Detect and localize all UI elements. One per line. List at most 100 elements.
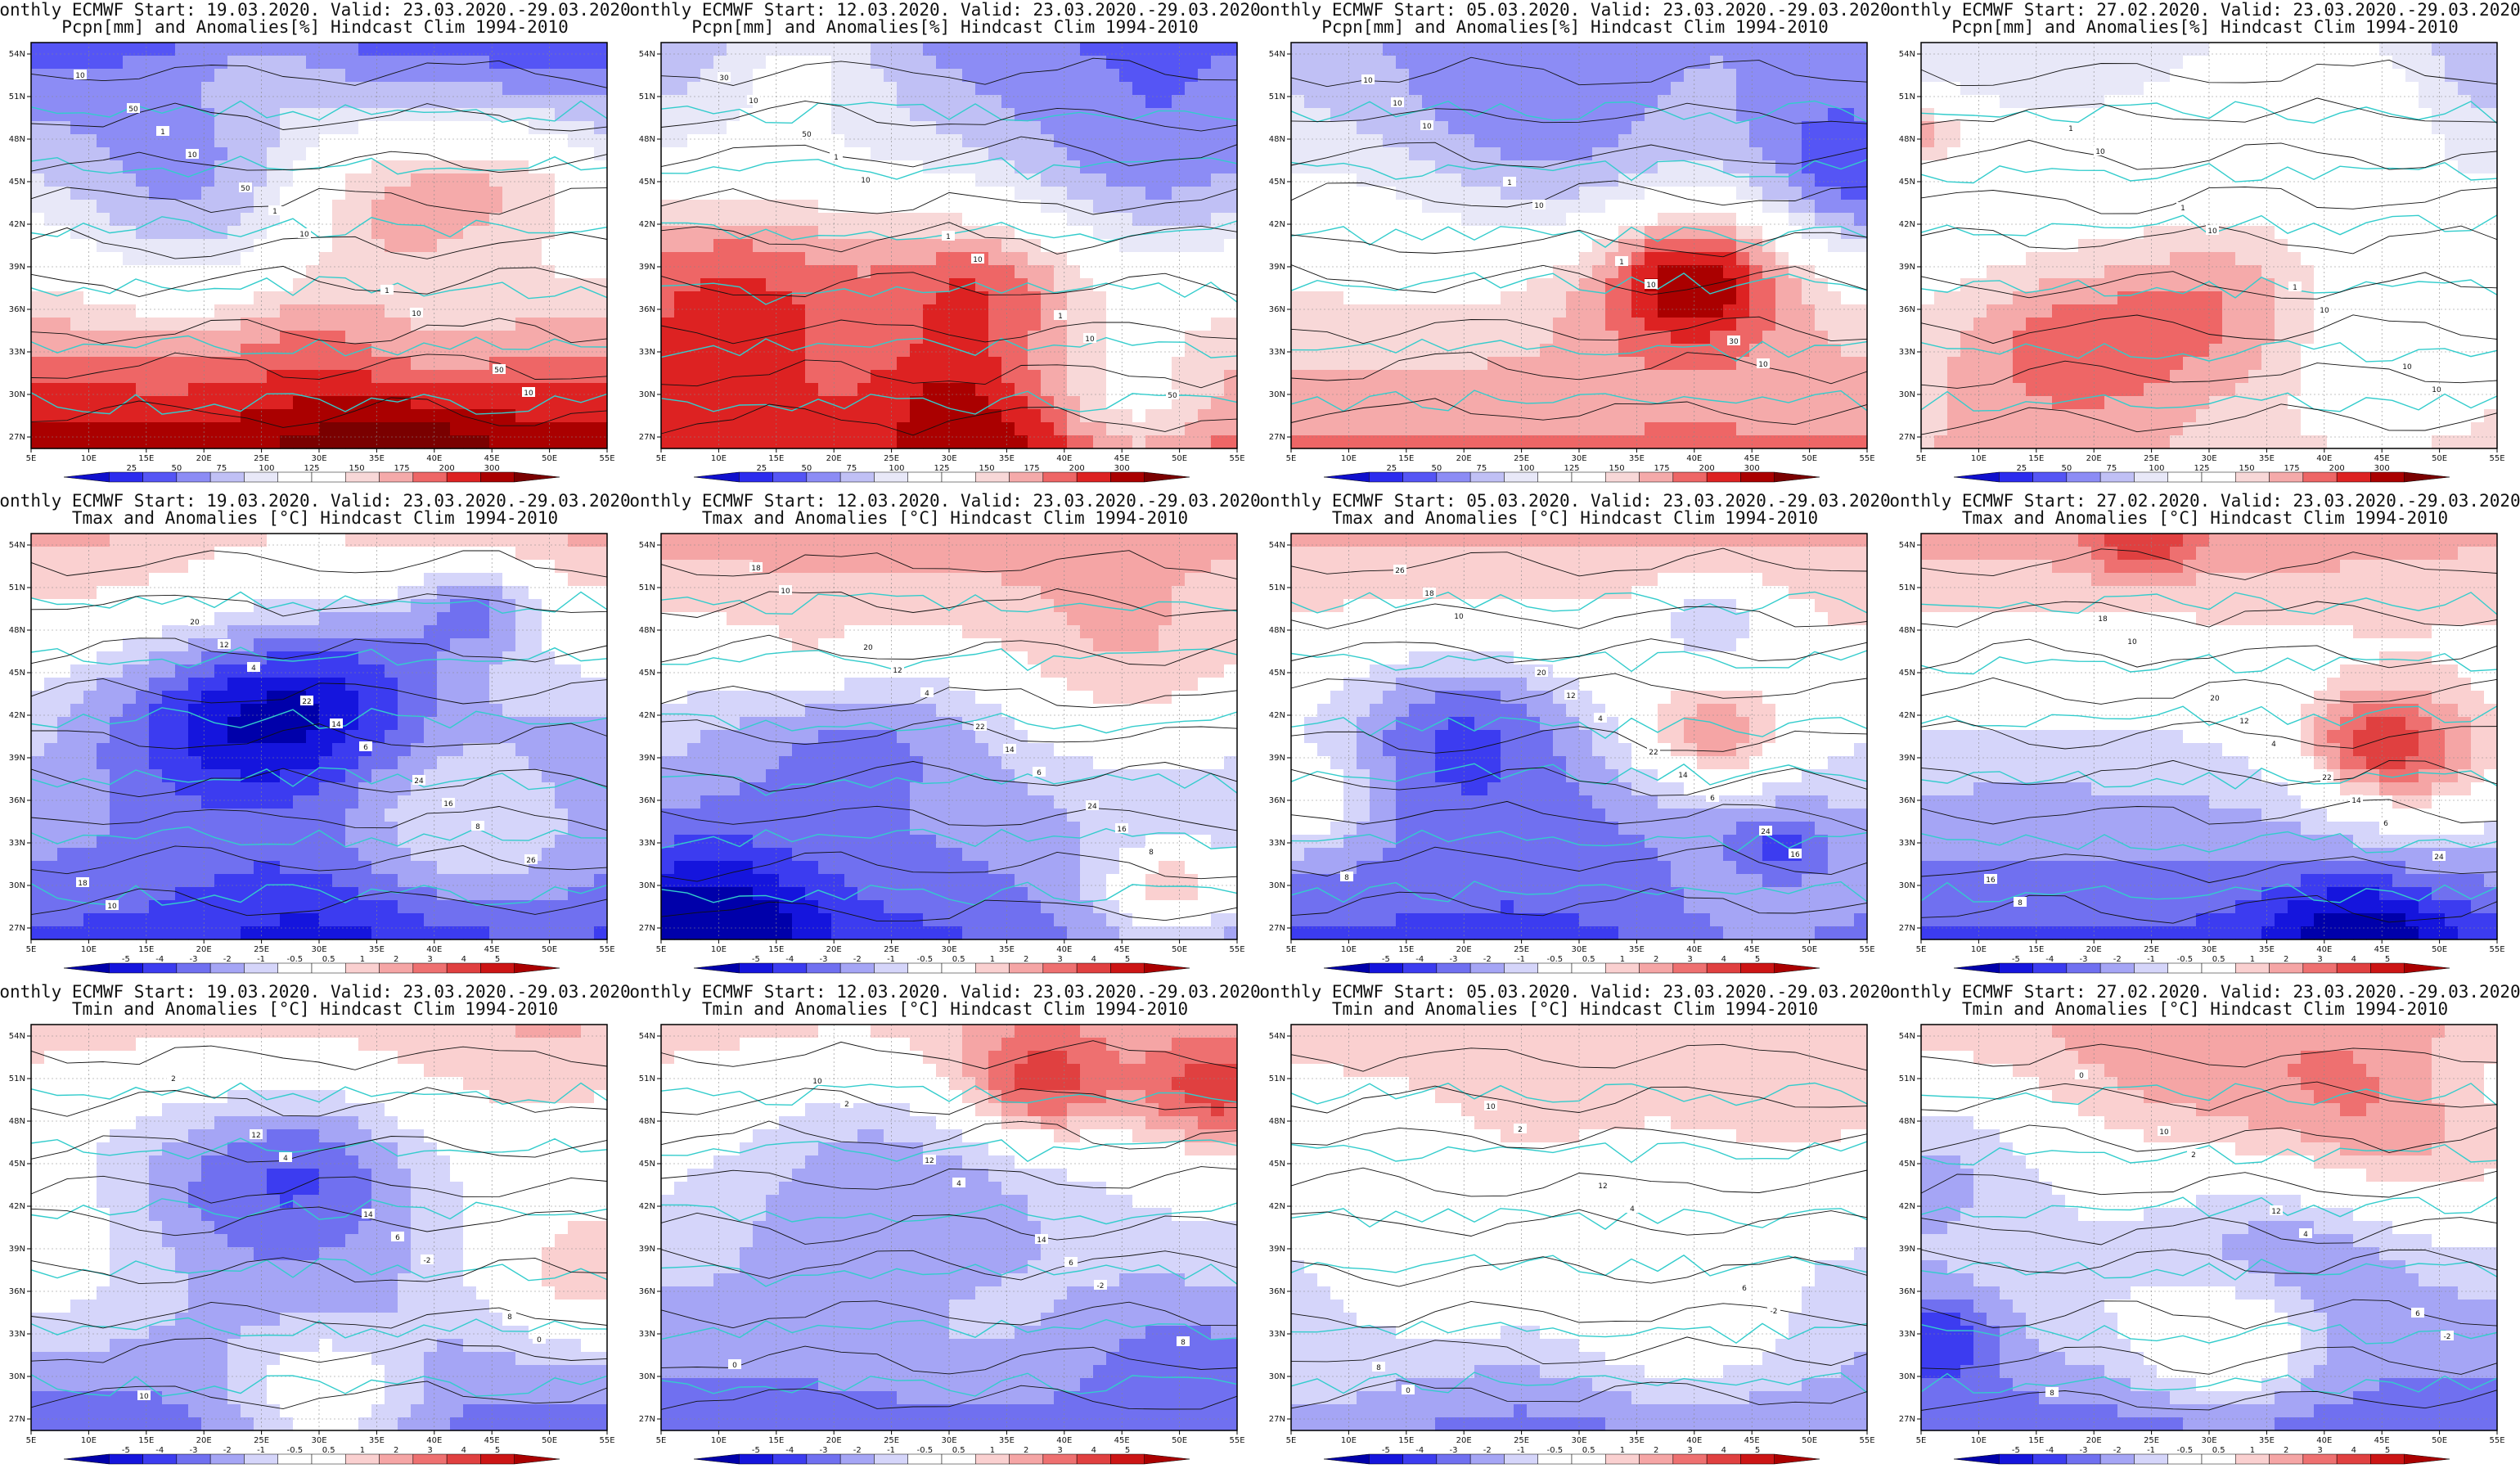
field-cell [1645, 213, 1658, 227]
field-cell [831, 383, 845, 397]
field-cell [1159, 173, 1172, 187]
field-cell [1474, 69, 1488, 83]
lon-tick-label: 5E [26, 454, 37, 463]
field-cell [1736, 82, 1750, 96]
field-cell [1409, 134, 1423, 148]
field-cell [674, 200, 688, 214]
field-cell [502, 121, 516, 135]
field-cell [594, 43, 608, 56]
field-cell [1357, 108, 1370, 122]
lat-tick-label: 30N [9, 390, 25, 399]
field-cell [2327, 213, 2341, 227]
field-cell [1224, 318, 1238, 331]
field-cell [2248, 108, 2262, 122]
field-cell [1631, 95, 1645, 109]
field-cell [529, 344, 542, 358]
field-cell [227, 187, 241, 200]
field-cell [1973, 43, 1987, 56]
field-cell [1789, 213, 1802, 227]
field-cell [910, 344, 924, 358]
field-cell [897, 213, 911, 227]
field-cell [1172, 344, 1186, 358]
field-cell [424, 435, 438, 449]
field-cell [332, 291, 346, 305]
field-cell [1001, 278, 1015, 292]
field-cell [1093, 422, 1107, 436]
lon-tick-label: 35E [1629, 454, 1645, 463]
field-cell [661, 344, 675, 358]
field-cell [844, 239, 858, 253]
field-cell [1198, 134, 1212, 148]
field-cell [2157, 134, 2171, 148]
field-cell [1224, 82, 1238, 96]
field-cell [1224, 160, 1238, 174]
field-cell [188, 435, 202, 449]
field-cell [897, 200, 911, 214]
field-cell [1461, 43, 1475, 56]
field-cell [581, 82, 595, 96]
field-cell [241, 134, 254, 148]
field-cell [1854, 435, 1868, 449]
field-cell [1172, 331, 1186, 345]
field-cell [2013, 213, 2027, 227]
field-cell [1317, 409, 1331, 423]
field-cell [713, 291, 727, 305]
field-cell [1159, 200, 1172, 214]
field-cell [1710, 435, 1724, 449]
field-cell [766, 187, 780, 200]
colorbar-swatch [1369, 471, 1403, 483]
field-cell [1211, 265, 1225, 279]
field-cell [949, 383, 963, 397]
field-cell [857, 370, 871, 384]
field-cell [57, 173, 71, 187]
field-cell [1592, 134, 1606, 148]
field-cell [753, 435, 767, 449]
field-cell [779, 318, 793, 331]
field-cell [1041, 213, 1055, 227]
field-cell [227, 383, 241, 397]
field-cell [2209, 95, 2223, 109]
field-cell [371, 134, 385, 148]
field-cell [988, 370, 1002, 384]
field-cell [1658, 318, 1672, 331]
field-cell [2353, 160, 2367, 174]
field-cell [1159, 291, 1172, 305]
field-cell [542, 291, 556, 305]
field-cell [97, 239, 110, 253]
field-cell [1291, 239, 1305, 253]
field-cell [463, 370, 477, 384]
field-cell [201, 56, 215, 70]
field-cell [1028, 95, 1042, 109]
field-cell [1841, 147, 1855, 161]
field-cell [1304, 422, 1318, 436]
field-cell [1028, 147, 1042, 161]
field-cell [1540, 95, 1554, 109]
field-cell [687, 291, 701, 305]
field-cell [1645, 95, 1658, 109]
field-cell [766, 344, 780, 358]
field-cell [2078, 69, 2092, 83]
field-cell [1093, 187, 1107, 200]
field-cell [1145, 396, 1159, 410]
field-cell [2222, 213, 2236, 227]
field-cell [515, 409, 529, 423]
field-cell [1736, 95, 1750, 109]
field-cell [1132, 121, 1146, 135]
field-cell [2065, 173, 2079, 187]
field-cell [727, 422, 740, 436]
field-cell [1106, 318, 1120, 331]
field-cell [1710, 82, 1724, 96]
field-cell [818, 200, 832, 214]
lat-tick-label: 39N [1269, 263, 1285, 272]
field-cell [949, 95, 963, 109]
field-cell [1631, 383, 1645, 397]
field-cell [1527, 409, 1541, 423]
field-cell [1067, 252, 1081, 266]
field-cell [1422, 69, 1436, 83]
field-cell [254, 213, 268, 227]
field-cell [1592, 121, 1606, 135]
field-cell [2471, 82, 2485, 96]
field-cell [1106, 56, 1120, 70]
field-cell [2275, 213, 2288, 227]
field-cell [1172, 239, 1186, 253]
